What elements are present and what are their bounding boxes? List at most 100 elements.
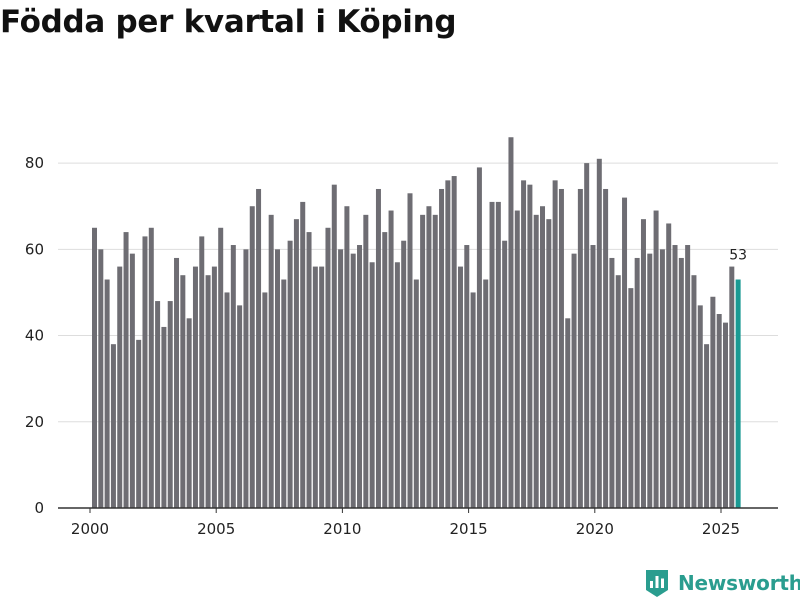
bar [312, 266, 318, 508]
bars [92, 137, 741, 509]
bar [287, 240, 293, 508]
bar [243, 249, 249, 509]
bar [527, 184, 533, 508]
bar [338, 249, 344, 509]
bar [300, 201, 306, 508]
bar [136, 339, 142, 508]
bar [394, 262, 400, 508]
bar [407, 193, 413, 509]
bar [218, 227, 224, 508]
bar [659, 249, 665, 509]
bar [92, 227, 97, 508]
bar [256, 188, 262, 508]
bar [325, 227, 331, 508]
brand-name: Newsworthy [678, 571, 800, 595]
bar [457, 266, 463, 508]
bar [363, 214, 369, 508]
bar [678, 257, 684, 508]
bar [672, 245, 678, 508]
bar [729, 266, 735, 508]
x-axis-labels: 2000 2005 2010 2015 2020 2025 [71, 508, 740, 538]
x-tick-label-2015: 2015 [450, 520, 488, 538]
bar [697, 305, 703, 508]
bar [117, 266, 123, 508]
y-tick-label-80: 80 [25, 154, 44, 172]
y-tick-label-20: 20 [25, 413, 44, 431]
bar [533, 214, 539, 508]
y-axis-labels: 0 20 40 60 80 [25, 154, 44, 517]
bar [710, 296, 716, 508]
bar [167, 301, 173, 508]
bar [401, 240, 407, 508]
bar [691, 275, 697, 508]
bar [470, 292, 476, 508]
bar [716, 314, 722, 508]
bar [666, 223, 672, 508]
newsworthy-logo-icon [646, 570, 668, 597]
bar [186, 318, 192, 508]
bar [622, 197, 628, 508]
bar [413, 279, 419, 508]
bar [514, 210, 520, 509]
bar [104, 279, 110, 508]
bar [615, 275, 621, 508]
y-tick-label-40: 40 [25, 327, 44, 345]
bar [388, 210, 394, 509]
bar-highlight [735, 279, 741, 508]
bar [571, 253, 577, 508]
bar [224, 292, 230, 508]
bar [319, 266, 325, 508]
bar [565, 318, 571, 508]
bar [129, 253, 135, 508]
x-tick-label-2010: 2010 [323, 520, 361, 538]
bar [558, 188, 564, 508]
bar [508, 137, 514, 508]
bar [546, 219, 552, 508]
bar [237, 305, 243, 508]
bar [489, 201, 495, 508]
bar [148, 227, 154, 508]
bar [540, 206, 546, 508]
bar [577, 188, 583, 508]
bar [502, 240, 508, 508]
bar [647, 253, 653, 508]
bar [476, 167, 482, 508]
bar [357, 245, 363, 508]
bar [211, 266, 217, 508]
bar [685, 245, 691, 508]
bar [640, 219, 646, 508]
bar [110, 344, 116, 508]
bar [199, 236, 205, 508]
bar [192, 266, 198, 508]
bar [369, 262, 375, 508]
bar [249, 206, 255, 508]
chart-title: Födda per kvartal i Köping [0, 4, 457, 40]
x-tick-label-2020: 2020 [576, 520, 614, 538]
bar [426, 206, 432, 508]
bar [420, 214, 426, 508]
bar [274, 249, 280, 509]
bar [704, 344, 710, 508]
bar [268, 214, 274, 508]
bar [653, 210, 659, 509]
bar [262, 292, 268, 508]
bar [155, 301, 161, 508]
bar [142, 236, 148, 508]
bar [723, 322, 728, 508]
bar [306, 232, 312, 509]
bar [180, 275, 186, 508]
bar [464, 245, 470, 508]
bar [281, 279, 287, 508]
bar [439, 188, 445, 508]
bar [628, 288, 634, 508]
bar [483, 279, 489, 508]
newsworthy-brand[interactable]: Newsworthy [644, 568, 800, 598]
bar [590, 245, 596, 508]
bar [123, 232, 129, 509]
bar [174, 257, 180, 508]
bar [521, 180, 527, 508]
bar [634, 257, 640, 508]
last-value-label: 53 [729, 248, 747, 264]
x-tick-label-2005: 2005 [197, 520, 235, 538]
